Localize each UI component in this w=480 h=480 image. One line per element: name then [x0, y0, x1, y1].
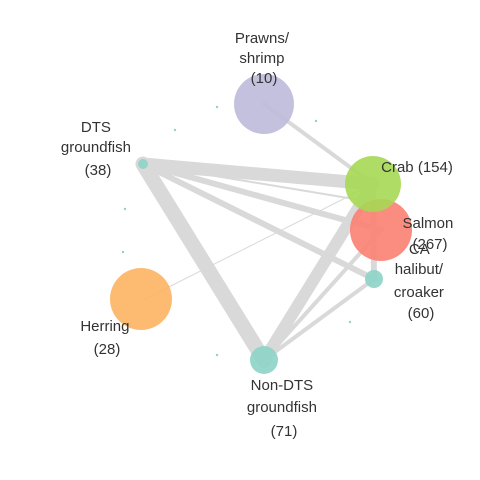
node-dts-groundfish[interactable] — [138, 159, 148, 169]
edge-ca-halibut-non-dts — [264, 279, 374, 360]
minor-node-dot — [349, 321, 351, 323]
label-ca-halibut-croaker: CA halibut/ croaker (60) — [394, 241, 448, 322]
minor-node-dot — [122, 251, 124, 253]
label-herring: Herring (28) — [80, 318, 133, 358]
network-edges — [143, 104, 381, 360]
minor-node-dot — [174, 129, 176, 131]
minor-node-dot — [216, 106, 218, 108]
minor-node-dot — [216, 354, 218, 356]
label-prawns-shrimp: Prawns/ shrimp (10) — [235, 30, 293, 87]
minor-node-dot — [315, 120, 317, 122]
node-ca-halibut-croaker[interactable] — [365, 270, 383, 288]
node-non-dts-groundfish[interactable] — [250, 346, 278, 374]
label-dts-groundfish: DTS groundfish (38) — [61, 119, 135, 179]
label-non-dts-groundfish: Non-DTS groundfish (71) — [247, 377, 321, 440]
label-crab: Crab (154) — [381, 159, 453, 176]
minor-node-dot — [124, 208, 126, 210]
